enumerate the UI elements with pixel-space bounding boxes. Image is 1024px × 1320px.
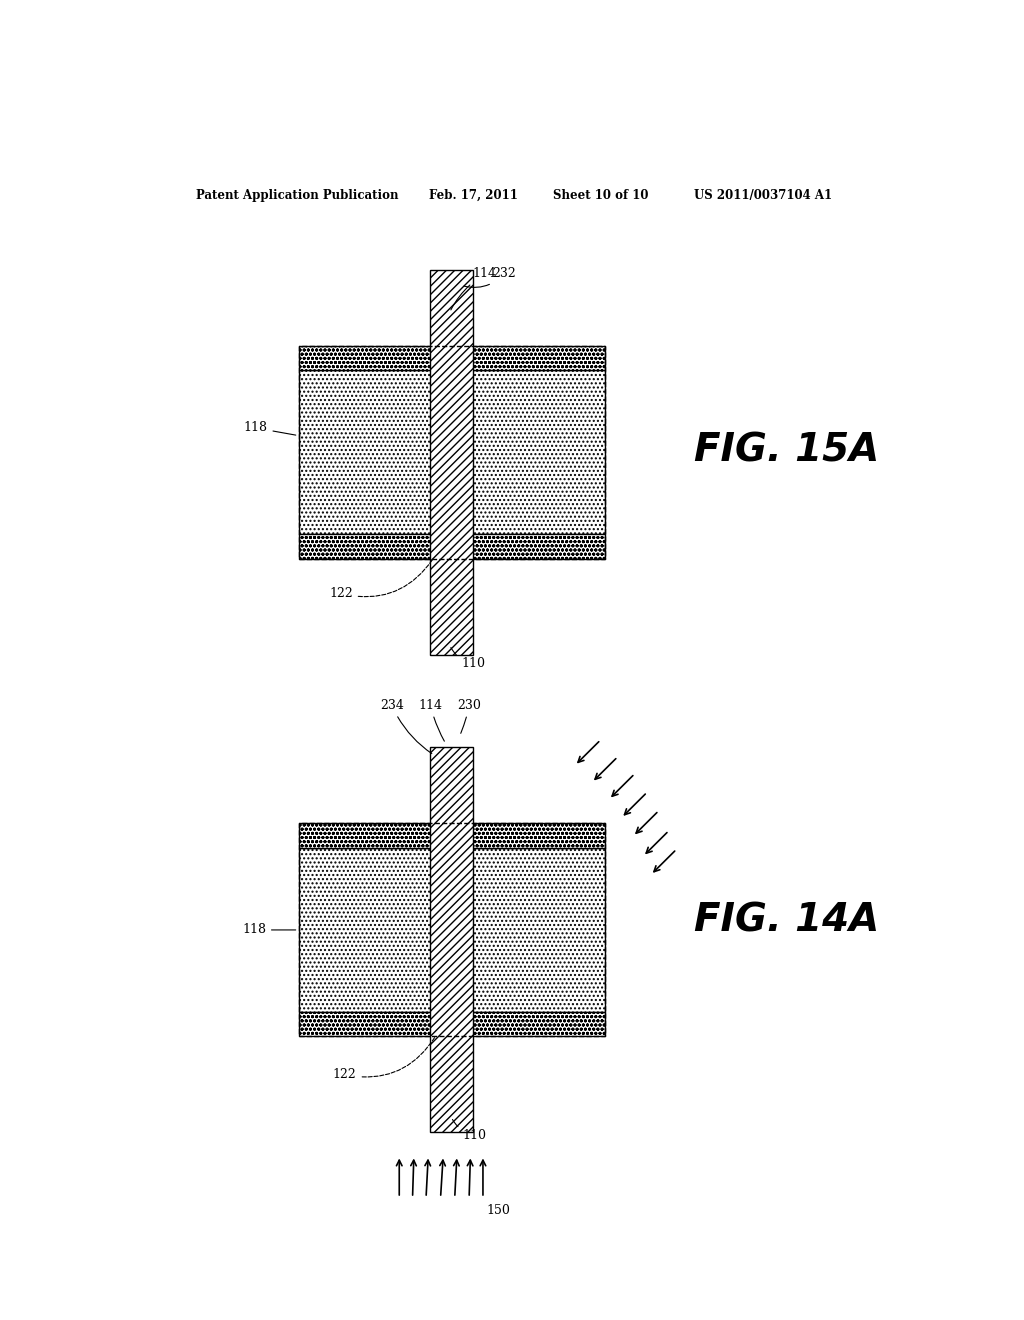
Text: 232: 232: [464, 268, 516, 288]
Text: 122: 122: [329, 560, 432, 601]
Bar: [299, 822, 604, 1036]
Bar: [299, 1011, 604, 1036]
Text: 118: 118: [244, 421, 296, 436]
Bar: [299, 822, 604, 847]
Text: 230: 230: [458, 698, 481, 734]
Bar: [299, 346, 604, 370]
Text: 234: 234: [380, 698, 432, 754]
Text: 110: 110: [453, 1119, 486, 1142]
Text: 118: 118: [242, 924, 296, 936]
Text: Sheet 10 of 10: Sheet 10 of 10: [553, 189, 648, 202]
Text: Patent Application Publication: Patent Application Publication: [197, 189, 398, 202]
Bar: [299, 535, 604, 558]
Text: 110: 110: [451, 648, 485, 671]
Text: FIG. 14A: FIG. 14A: [693, 902, 879, 940]
Text: 150: 150: [486, 1204, 510, 1217]
Text: Feb. 17, 2011: Feb. 17, 2011: [429, 189, 517, 202]
Bar: [299, 346, 604, 558]
Text: 114: 114: [451, 268, 497, 310]
Text: 114: 114: [419, 698, 444, 742]
Text: 122: 122: [333, 1038, 435, 1081]
Text: US 2011/0037104 A1: US 2011/0037104 A1: [693, 189, 831, 202]
Bar: [299, 847, 604, 1011]
Bar: [299, 370, 604, 535]
Text: FIG. 15A: FIG. 15A: [693, 432, 879, 470]
Bar: [430, 271, 473, 655]
Bar: [430, 747, 473, 1133]
